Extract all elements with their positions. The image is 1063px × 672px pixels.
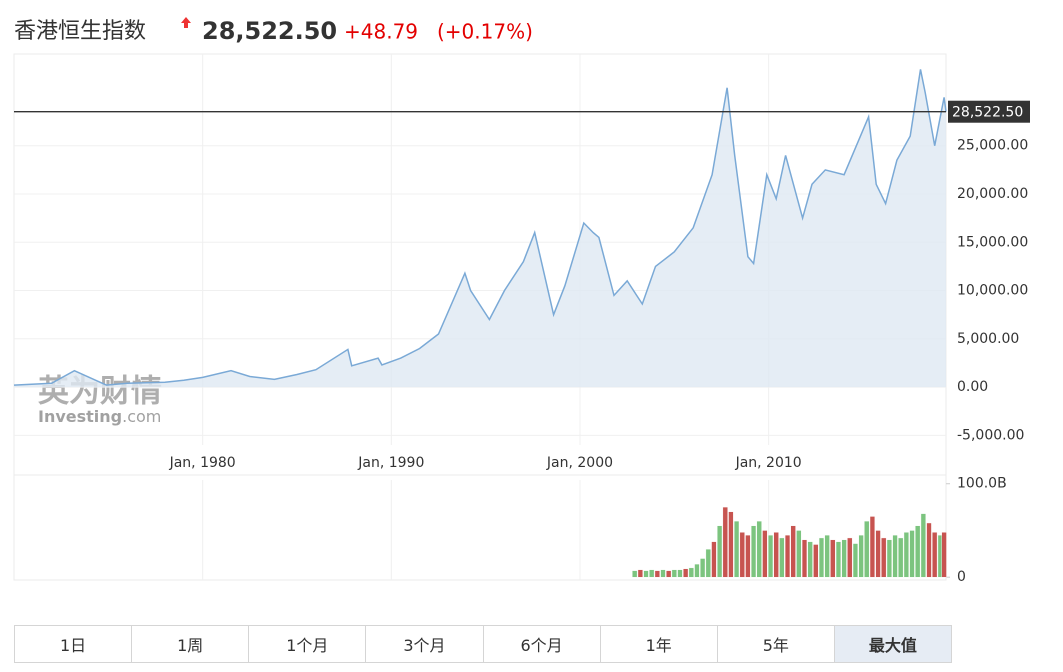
volume-bar — [711, 541, 717, 578]
volume-bar — [745, 534, 751, 578]
volume-bar — [903, 532, 909, 578]
y-tick-label: 25,000.00 — [957, 138, 1028, 154]
volume-bar — [671, 569, 677, 578]
volume-bar — [886, 539, 893, 578]
volume-bar — [660, 569, 666, 578]
index-title: 香港恒生指数 — [14, 19, 146, 44]
volume-bar — [869, 516, 876, 578]
y-tick-label: 100.0B — [957, 476, 1007, 492]
volume-bar — [926, 522, 932, 578]
x-tick-label: Jan, 2000 — [546, 455, 613, 471]
price-area — [14, 69, 946, 388]
volume-bar — [784, 534, 791, 578]
volume-bar — [875, 530, 881, 578]
volume-bar — [637, 569, 643, 578]
volume-bar — [666, 570, 672, 578]
volume-bar — [830, 539, 836, 578]
index-change: +48.79 — [344, 20, 418, 44]
volume-bar — [801, 539, 808, 578]
watermark-en-main: Investing — [38, 407, 122, 426]
price-line — [13, 69, 947, 386]
index-change-pct: (+0.17%) — [437, 20, 533, 44]
watermark-cn: 英为财情 — [38, 374, 162, 410]
volume-bar — [915, 525, 921, 578]
volume-bar — [920, 513, 926, 578]
volume-bar — [813, 544, 819, 578]
watermark-en-suffix: .com — [122, 407, 161, 426]
volume-bar — [835, 541, 842, 578]
volume-bar — [700, 558, 706, 578]
volume-bar — [722, 506, 728, 578]
volume-bar — [728, 511, 734, 578]
volume-bar — [796, 530, 802, 578]
up-arrow-icon — [181, 17, 191, 28]
index-price: 28,522.50 — [202, 17, 337, 45]
range-selector: 1日 1周 1个月 3个月 6个月 1年 5年 最大值 — [14, 625, 952, 663]
x-tick-label: Jan, 1980 — [169, 455, 236, 471]
volume-bar — [847, 537, 853, 578]
range-button[interactable]: 3个月 — [366, 626, 484, 662]
volume-bar — [705, 548, 711, 578]
last-price-tag — [948, 100, 1030, 123]
volume-bar — [767, 534, 774, 578]
volume-bar — [932, 532, 938, 578]
volume-bar — [649, 569, 655, 578]
x-tick-label: Jan, 1990 — [357, 455, 424, 471]
volume-bar — [852, 543, 859, 578]
volume-bar — [739, 532, 745, 578]
volume-bar — [694, 563, 700, 578]
volume-bar — [807, 541, 813, 578]
volume-bar — [909, 530, 915, 578]
watermark-en: Investing.com — [38, 407, 161, 426]
range-button[interactable]: 最大值 — [834, 626, 951, 662]
volume-bar — [733, 520, 740, 578]
volume-bar — [677, 569, 683, 578]
volume-bar — [717, 525, 723, 578]
volume-bar — [688, 567, 694, 578]
volume-bar — [790, 525, 796, 578]
volume-bar — [632, 570, 638, 578]
last-price-label: 28,522.50 — [952, 105, 1023, 121]
volume-bar — [858, 534, 864, 578]
x-tick-label: Jan, 2010 — [735, 455, 802, 471]
y-tick-label: 5,000.00 — [957, 331, 1019, 347]
volume-bar — [683, 568, 689, 578]
volume-bar — [841, 539, 847, 578]
y-tick-label: 10,000.00 — [957, 283, 1028, 299]
range-button[interactable]: 1日 — [15, 626, 133, 662]
volume-bar — [881, 537, 887, 578]
range-button[interactable]: 1周 — [132, 626, 250, 662]
range-button[interactable]: 6个月 — [484, 626, 601, 662]
volume-bar — [941, 532, 947, 578]
volume-bar — [773, 532, 779, 578]
y-tick-label: 20,000.00 — [957, 186, 1028, 202]
volume-bar — [762, 530, 768, 578]
volume-bar — [643, 570, 649, 578]
volume-bar — [756, 520, 762, 578]
y-tick-label: 0 — [957, 569, 966, 585]
range-button[interactable]: 1年 — [601, 626, 718, 662]
y-tick-label: 15,000.00 — [957, 234, 1028, 250]
volume-bar — [779, 537, 785, 578]
range-button[interactable]: 5年 — [718, 626, 835, 662]
volume-bar — [818, 537, 825, 578]
volume-bar — [824, 534, 830, 578]
y-tick-label: 0.00 — [957, 379, 988, 395]
y-tick-label: -5,000.00 — [957, 427, 1024, 443]
volume-bar — [864, 520, 870, 578]
chart: 香港恒生指数 28,522.50 +48.79 (+0.17%) 英为财情 In… — [13, 17, 1030, 585]
volume-bar — [654, 570, 660, 578]
volume-bar — [750, 525, 757, 578]
range-button[interactable]: 1个月 — [249, 626, 367, 662]
volume-bar — [898, 537, 904, 578]
volume-bar — [892, 534, 898, 578]
